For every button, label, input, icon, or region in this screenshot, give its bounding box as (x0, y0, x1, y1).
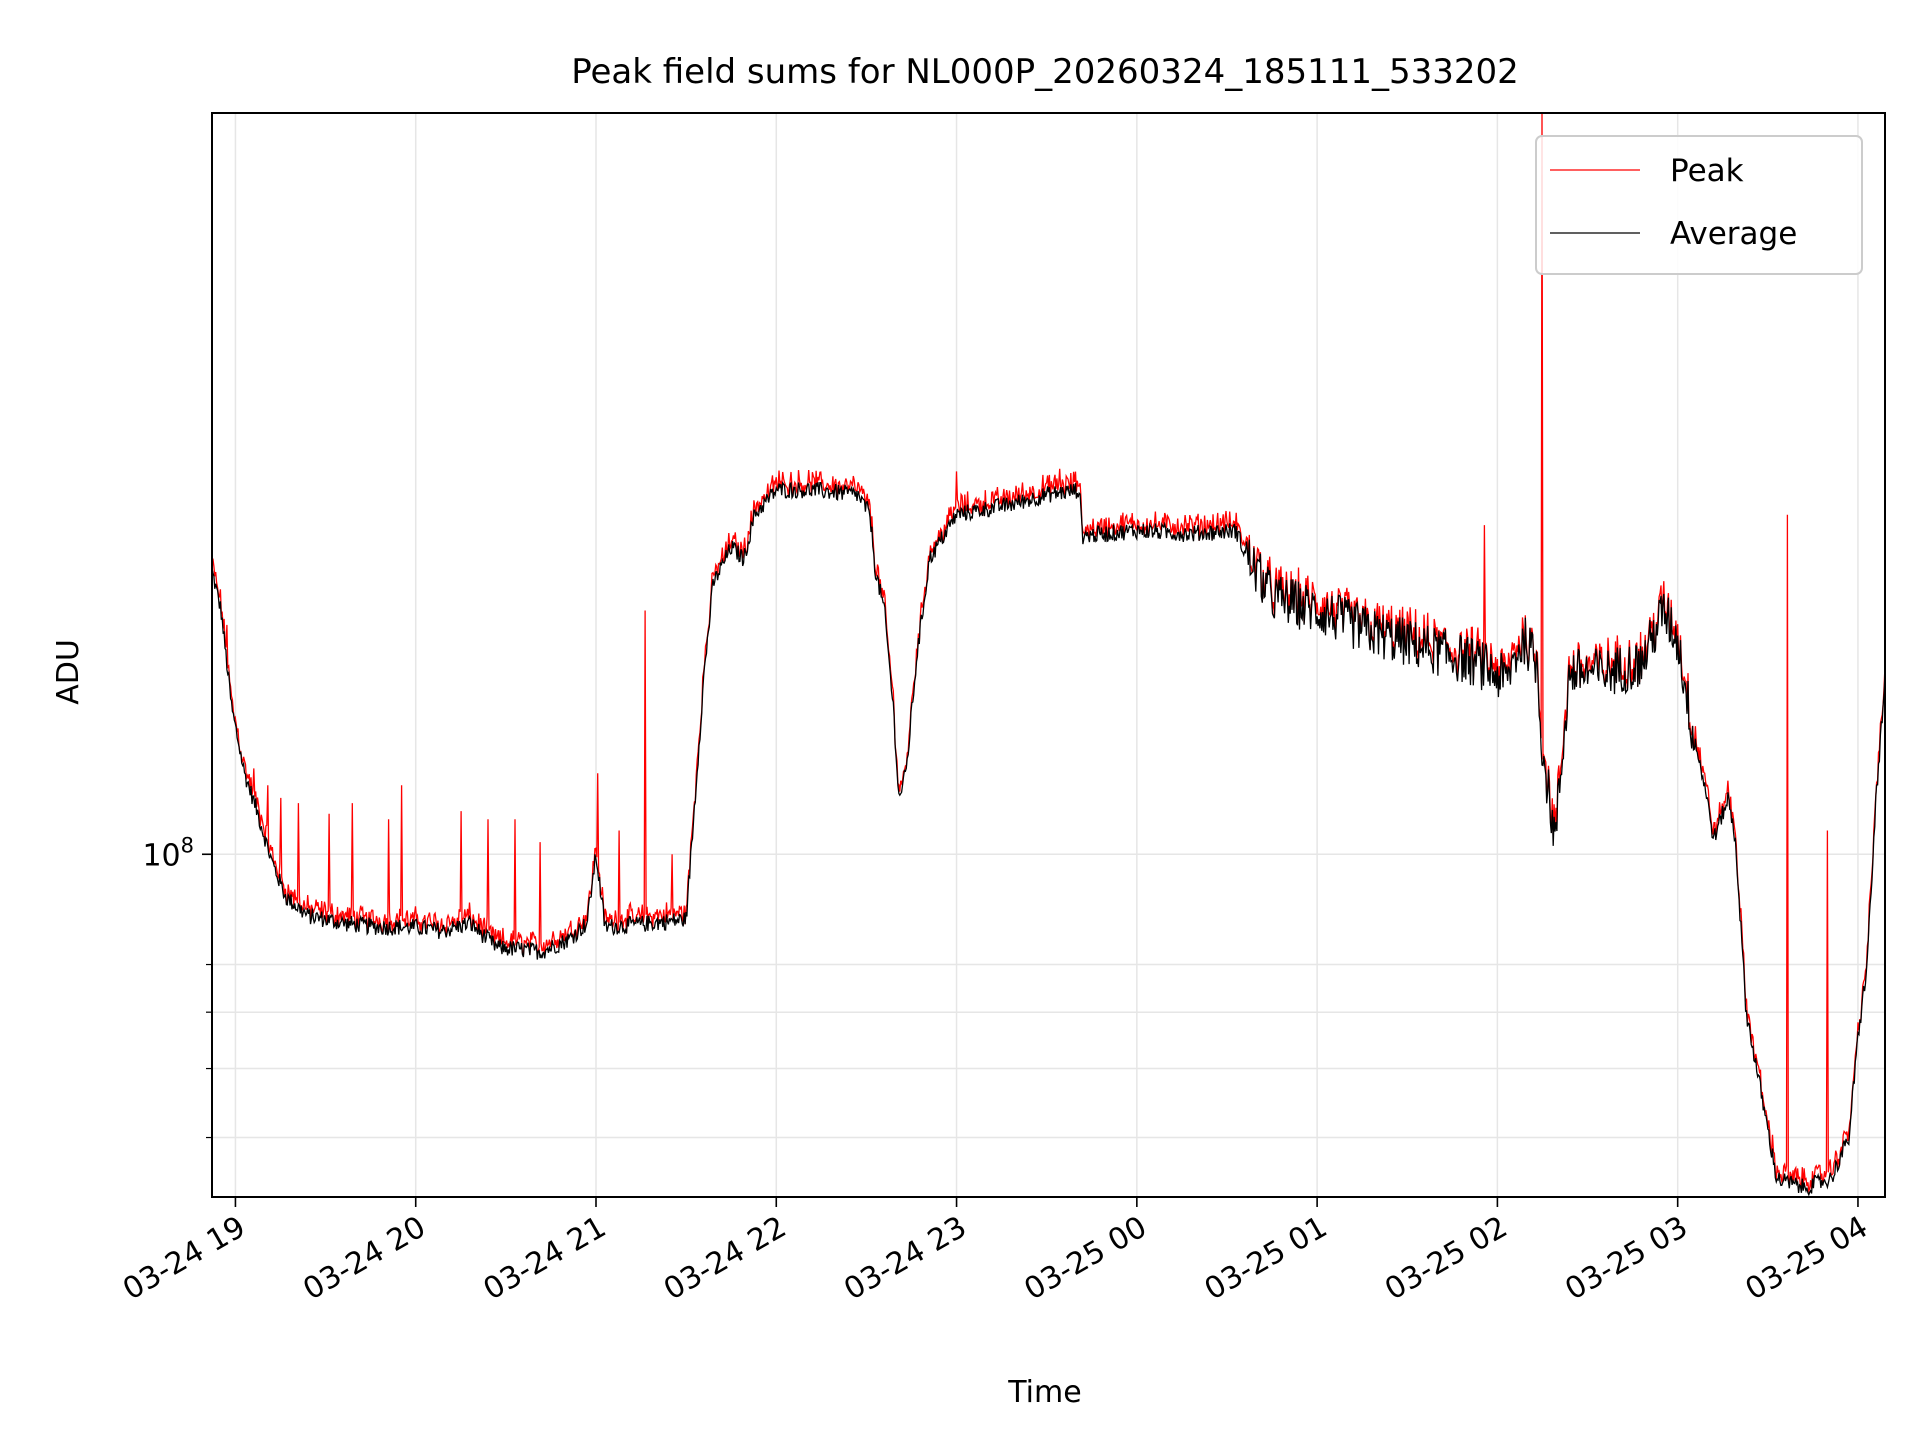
series-layer (211, 112, 1886, 1197)
y-axis-label: ADU (51, 639, 86, 705)
legend: Peak Average (1535, 135, 1863, 275)
legend-label-average: Average (1670, 216, 1797, 252)
chart-title: Peak field sums for NL000P_20260324_1851… (571, 52, 1519, 92)
legend-label-peak: Peak (1670, 153, 1744, 189)
plot-area-frame (211, 112, 1886, 1198)
series-line-average (211, 481, 1886, 1197)
grid (212, 113, 1885, 1197)
x-axis-label: Time (1007, 1375, 1081, 1410)
